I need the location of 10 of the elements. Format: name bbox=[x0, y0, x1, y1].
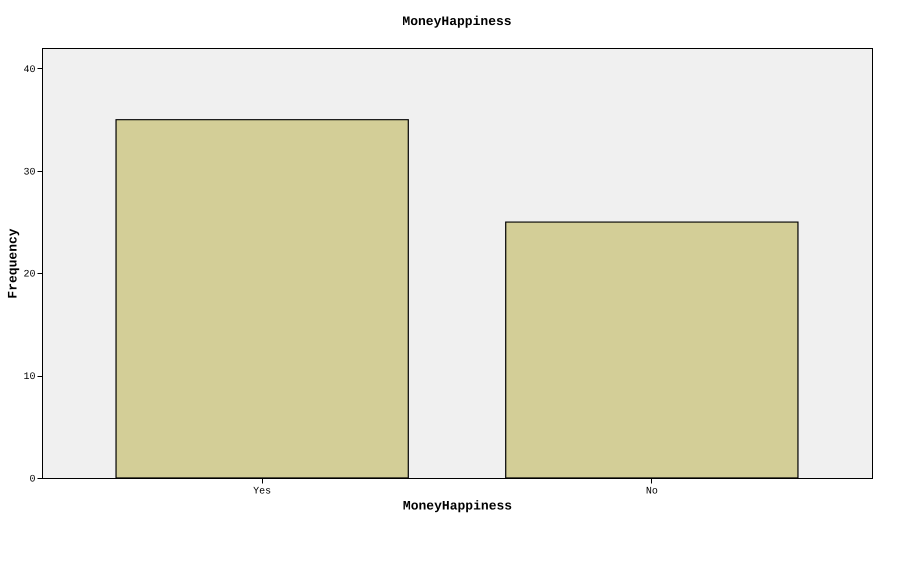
y-axis-title: Frequency bbox=[6, 228, 20, 299]
y-tick-label: 10 bbox=[23, 372, 36, 384]
y-tick-label: 20 bbox=[23, 270, 36, 281]
x-tick-label: No bbox=[646, 486, 658, 498]
y-tick-label: 40 bbox=[23, 64, 36, 76]
x-tick-label: Yes bbox=[253, 486, 272, 498]
y-tick-label: 30 bbox=[23, 167, 36, 178]
chart-title: MoneyHappiness bbox=[402, 14, 512, 29]
y-tick-label: 0 bbox=[29, 474, 36, 486]
x-axis-title: MoneyHappiness bbox=[402, 498, 512, 514]
